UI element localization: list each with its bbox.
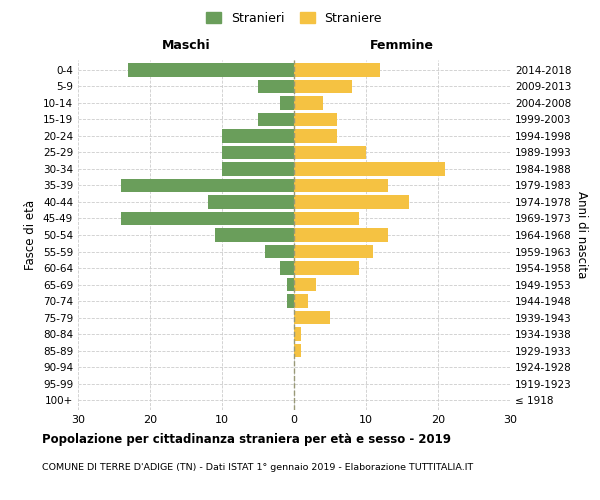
Bar bbox=[265, 245, 294, 258]
Bar bbox=[294, 278, 316, 291]
Bar bbox=[258, 80, 294, 93]
Bar bbox=[294, 344, 301, 357]
Bar bbox=[294, 294, 308, 308]
Text: COMUNE DI TERRE D'ADIGE (TN) - Dati ISTAT 1° gennaio 2019 - Elaborazione TUTTITA: COMUNE DI TERRE D'ADIGE (TN) - Dati ISTA… bbox=[42, 463, 473, 472]
Y-axis label: Fasce di età: Fasce di età bbox=[25, 200, 37, 270]
Bar bbox=[294, 80, 352, 93]
Text: Femmine: Femmine bbox=[370, 38, 434, 52]
Bar bbox=[222, 130, 294, 142]
Bar bbox=[294, 130, 337, 142]
Bar bbox=[294, 64, 380, 76]
Legend: Stranieri, Straniere: Stranieri, Straniere bbox=[201, 7, 387, 30]
Bar bbox=[287, 294, 294, 308]
Bar bbox=[294, 196, 409, 208]
Bar bbox=[280, 262, 294, 274]
Bar bbox=[208, 196, 294, 208]
Bar bbox=[258, 113, 294, 126]
Bar bbox=[121, 179, 294, 192]
Bar bbox=[294, 113, 337, 126]
Bar bbox=[222, 162, 294, 175]
Bar bbox=[287, 278, 294, 291]
Bar bbox=[215, 228, 294, 241]
Text: Popolazione per cittadinanza straniera per età e sesso - 2019: Popolazione per cittadinanza straniera p… bbox=[42, 432, 451, 446]
Bar bbox=[280, 96, 294, 110]
Bar bbox=[222, 146, 294, 159]
Bar bbox=[121, 212, 294, 225]
Bar bbox=[294, 162, 445, 175]
Bar bbox=[294, 228, 388, 241]
Bar bbox=[294, 96, 323, 110]
Bar bbox=[294, 328, 301, 340]
Bar bbox=[294, 311, 330, 324]
Bar bbox=[294, 146, 366, 159]
Y-axis label: Anni di nascita: Anni di nascita bbox=[575, 192, 588, 278]
Text: Maschi: Maschi bbox=[161, 38, 211, 52]
Bar bbox=[294, 212, 359, 225]
Bar bbox=[128, 64, 294, 76]
Bar bbox=[294, 262, 359, 274]
Bar bbox=[294, 179, 388, 192]
Bar bbox=[294, 245, 373, 258]
